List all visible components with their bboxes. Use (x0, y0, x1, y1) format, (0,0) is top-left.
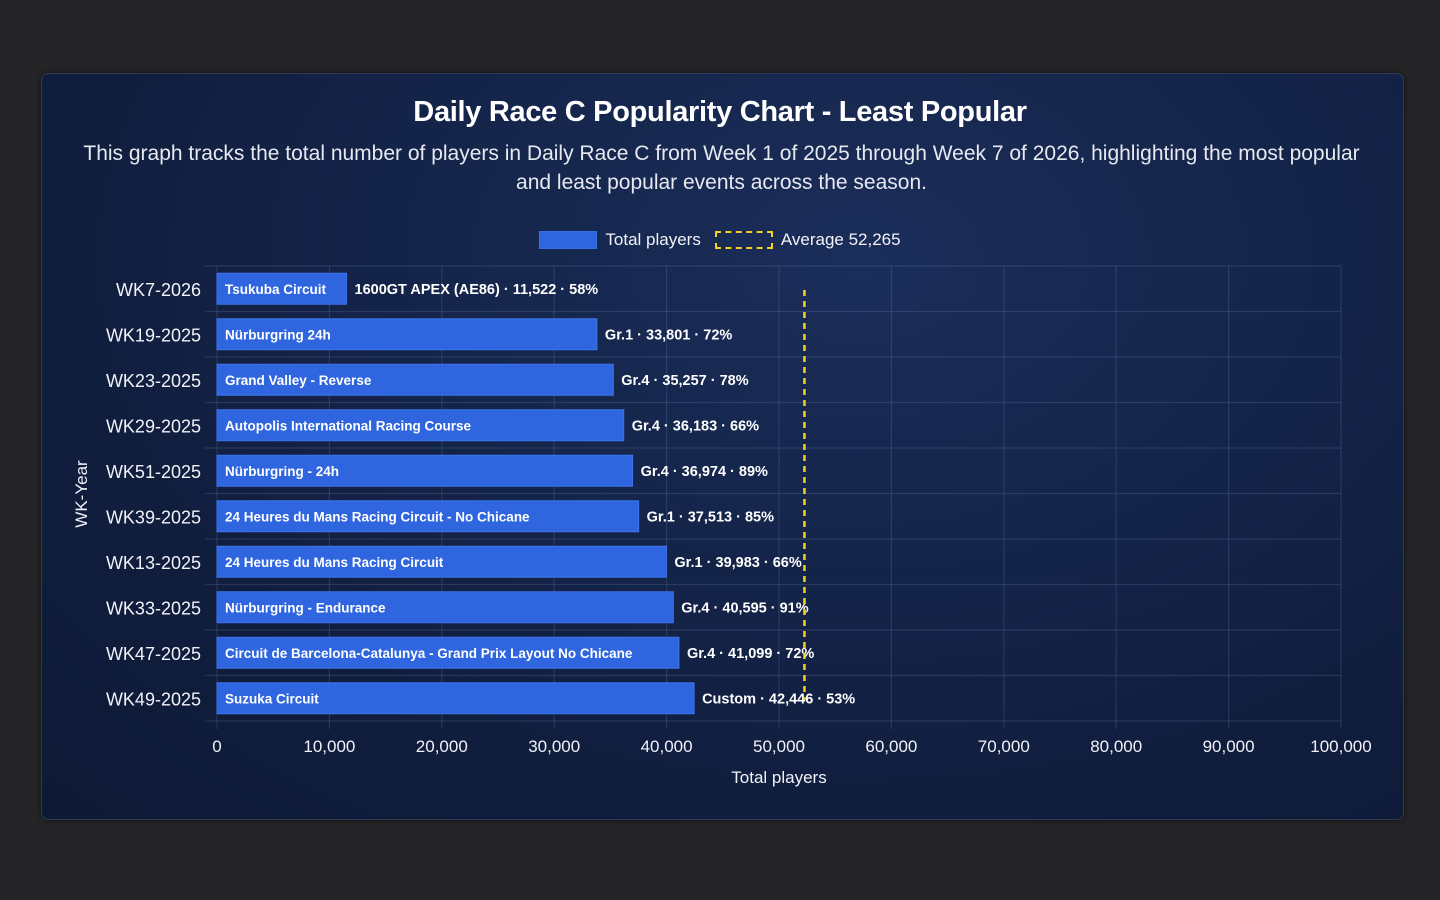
x-tick-label: 40,000 (641, 737, 693, 756)
y-axis-title: WK-Year (72, 460, 91, 528)
y-tick-label: WK51-2025 (106, 462, 201, 482)
y-tick-label: WK47-2025 (106, 644, 201, 664)
bar-value-label: Gr.4 · 40,595 · 91% (681, 600, 808, 616)
y-tick-label: WK13-2025 (106, 553, 201, 573)
x-axis-title: Total players (731, 768, 826, 787)
x-tick-label: 0 (212, 737, 221, 756)
bar-track-label: 24 Heures du Mans Racing Circuit - No Ch… (225, 509, 530, 524)
bar-value-label: 1600GT APEX (AE86) · 11,522 · 58% (355, 282, 599, 298)
bar-track-label: Nürburgring - Endurance (225, 600, 386, 615)
bar (216, 318, 598, 351)
y-tick-label: WK39-2025 (106, 507, 201, 527)
bar (216, 682, 695, 715)
x-tick-label: 20,000 (416, 737, 468, 756)
bar-value-label: Gr.4 · 35,257 · 78% (621, 373, 748, 389)
legend-swatch-total-players (539, 231, 598, 249)
bar-track-label: Nürburgring - 24h (225, 464, 339, 479)
legend-label-total-players: Total players (605, 230, 701, 249)
chart-title: Daily Race C Popularity Chart - Least Po… (413, 96, 1027, 128)
bar (216, 545, 667, 578)
bar-value-label: Gr.1 · 39,983 · 66% (674, 555, 801, 571)
chart-subtitle: This graph tracks the total number of pl… (83, 142, 1360, 194)
bar (216, 409, 625, 442)
bar (216, 500, 640, 533)
bar-track-label: Nürburgring 24h (225, 327, 331, 342)
legend-label-average: Average 52,265 (780, 230, 901, 249)
bar-value-label: Gr.4 · 36,183 · 66% (632, 418, 759, 434)
bar (216, 636, 680, 669)
legend-swatch-average (714, 231, 773, 249)
x-tick-label: 50,000 (753, 737, 805, 756)
legend: Total players Average 52,265 (0, 230, 1440, 250)
x-tick-label: 10,000 (303, 737, 355, 756)
x-tick-label: 90,000 (1203, 737, 1255, 756)
bar (216, 363, 614, 396)
y-tick-label: WK19-2025 (106, 325, 201, 345)
y-tick-label: WK23-2025 (106, 371, 201, 391)
x-tick-label: 30,000 (528, 737, 580, 756)
x-tick-label: 70,000 (978, 737, 1030, 756)
bar-track-label: Tsukuba Circuit (225, 282, 327, 297)
y-tick-label: WK7-2026 (116, 280, 201, 300)
bar-track-label: Circuit de Barcelona-Catalunya - Grand P… (225, 646, 633, 661)
bar-track-label: Grand Valley - Reverse (225, 373, 372, 388)
bar (216, 591, 674, 624)
bar (216, 454, 634, 487)
y-tick-label: WK49-2025 (106, 689, 201, 709)
bar (216, 272, 348, 305)
bar-track-label: Suzuka Circuit (225, 691, 319, 706)
bar-value-label: Gr.4 · 36,974 · 89% (641, 464, 768, 480)
y-tick-label: WK33-2025 (106, 598, 201, 618)
bar-value-label: Gr.1 · 37,513 · 85% (647, 509, 774, 525)
bar-track-label: Autopolis International Racing Course (225, 418, 472, 433)
x-tick-label: 80,000 (1090, 737, 1142, 756)
bar-track-label: 24 Heures du Mans Racing Circuit (225, 555, 444, 570)
x-tick-label: 60,000 (865, 737, 917, 756)
bar-value-label: Gr.4 · 41,099 · 72% (687, 646, 814, 662)
bar-value-label: Custom · 42,446 · 53% (702, 691, 855, 707)
bar-value-label: Gr.1 · 33,801 · 72% (605, 327, 732, 343)
y-tick-label: WK29-2025 (106, 416, 201, 436)
x-tick-label: 100,000 (1310, 737, 1371, 756)
